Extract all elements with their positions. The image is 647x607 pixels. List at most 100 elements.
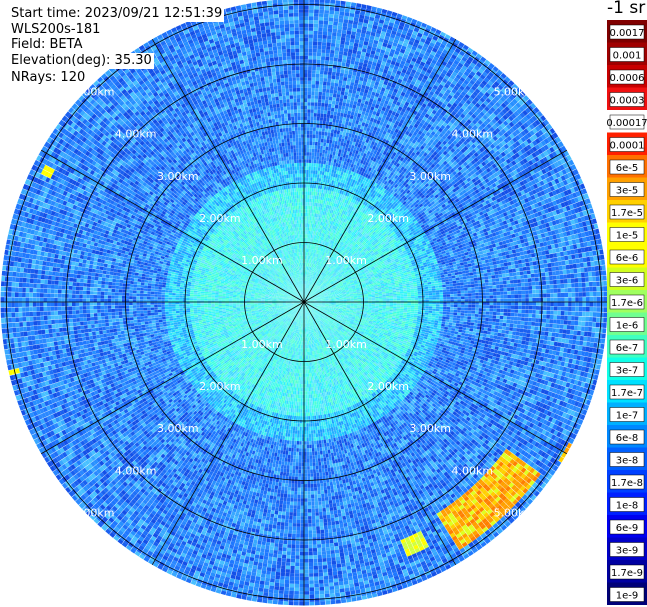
beta-cell (321, 56, 325, 60)
beta-cell (304, 6, 309, 10)
beta-cell (321, 53, 325, 57)
beta-cell (343, 99, 347, 103)
beta-cell (345, 88, 349, 92)
beta-cell (307, 113, 310, 117)
beta-cell (304, 273, 305, 277)
beta-cell (346, 59, 351, 63)
beta-cell (311, 167, 313, 171)
beta-cell (313, 210, 315, 214)
beta-cell (313, 134, 316, 138)
beta-cell (331, 108, 335, 112)
beta-cell (304, 124, 307, 128)
beta-cell (316, 63, 320, 67)
beta-cell (308, 70, 312, 74)
beta-cell (315, 95, 319, 99)
beta-cell (339, 11, 344, 15)
beta-cell (321, 157, 324, 161)
beta-cell (307, 209, 309, 213)
beta-cell (304, 116, 307, 120)
beta-cell (309, 156, 311, 160)
beta-cell (317, 49, 321, 53)
beta-cell (349, 42, 354, 46)
beta-cell (317, 110, 320, 114)
beta-cell (310, 217, 312, 221)
beta-cell (308, 191, 310, 195)
beta-cell (326, 93, 330, 97)
beta-cell (333, 133, 336, 137)
beta-cell (311, 95, 314, 99)
beta-cell (348, 107, 352, 111)
beta-cell (318, 31, 323, 35)
beta-cell (326, 118, 329, 122)
beta-cell (339, 98, 343, 102)
beta-cell (343, 52, 348, 56)
beta-cell (307, 202, 309, 206)
beta-cell (345, 106, 349, 110)
beta-cell (315, 192, 317, 196)
beta-cell (314, 113, 317, 117)
beta-cell (333, 137, 336, 141)
beta-cell (313, 38, 317, 42)
beta-cell (322, 42, 326, 46)
beta-cell (340, 113, 344, 117)
beta-cell (306, 241, 307, 245)
beta-cell (313, 199, 315, 203)
beta-cell (314, 109, 317, 113)
beta-cell (307, 120, 310, 124)
beta-cell (330, 133, 333, 137)
beta-cell (330, 3, 335, 7)
beta-cell (343, 77, 347, 81)
beta-cell (316, 127, 319, 131)
beta-cell (334, 14, 339, 18)
beta-cell (323, 143, 326, 147)
beta-cell (318, 103, 321, 107)
beta-cell (307, 152, 309, 156)
beta-cell (304, 34, 308, 38)
beta-cell (313, 167, 315, 171)
beta-cell (316, 163, 319, 167)
beta-cell (315, 142, 318, 146)
beta-cell (320, 74, 324, 78)
beta-cell (344, 48, 349, 52)
beta-cell (331, 158, 334, 162)
beta-cell (316, 167, 318, 171)
beta-cell (317, 106, 320, 110)
beta-cell (320, 114, 323, 118)
beta-cell (337, 130, 340, 134)
beta-cell (313, 34, 317, 38)
beta-cell (327, 168, 330, 172)
beta-cell (314, 0, 319, 3)
beta-cell (308, 195, 310, 199)
beta-cell (335, 141, 338, 145)
beta-cell (327, 78, 331, 82)
beta-cell (311, 220, 313, 224)
beta-cell (310, 188, 312, 192)
beta-cell (324, 139, 327, 143)
beta-cell (333, 151, 336, 155)
beta-cell (312, 74, 316, 78)
beta-cell (308, 170, 310, 174)
beta-cell (341, 62, 345, 66)
beta-cell (308, 227, 309, 231)
beta-cell (317, 189, 319, 193)
beta-cell (311, 91, 315, 95)
beta-cell (306, 166, 308, 170)
beta-cell (312, 77, 316, 81)
beta-cell (320, 3, 325, 7)
beta-cell (328, 100, 332, 104)
beta-cell (312, 63, 316, 67)
beta-cell (304, 13, 309, 17)
beta-cell (304, 109, 307, 113)
beta-cell (330, 53, 334, 57)
beta-cell (329, 10, 334, 14)
beta-cell (305, 223, 306, 227)
beta-cell (313, 120, 316, 124)
beta-cell (344, 12, 349, 16)
beta-cell (311, 199, 313, 203)
beta-cell (309, 149, 312, 153)
beta-cell (313, 192, 315, 196)
beta-cell (308, 238, 309, 242)
beta-cell (304, 31, 308, 35)
beta-cell (318, 24, 323, 28)
beta-cell (337, 145, 340, 149)
